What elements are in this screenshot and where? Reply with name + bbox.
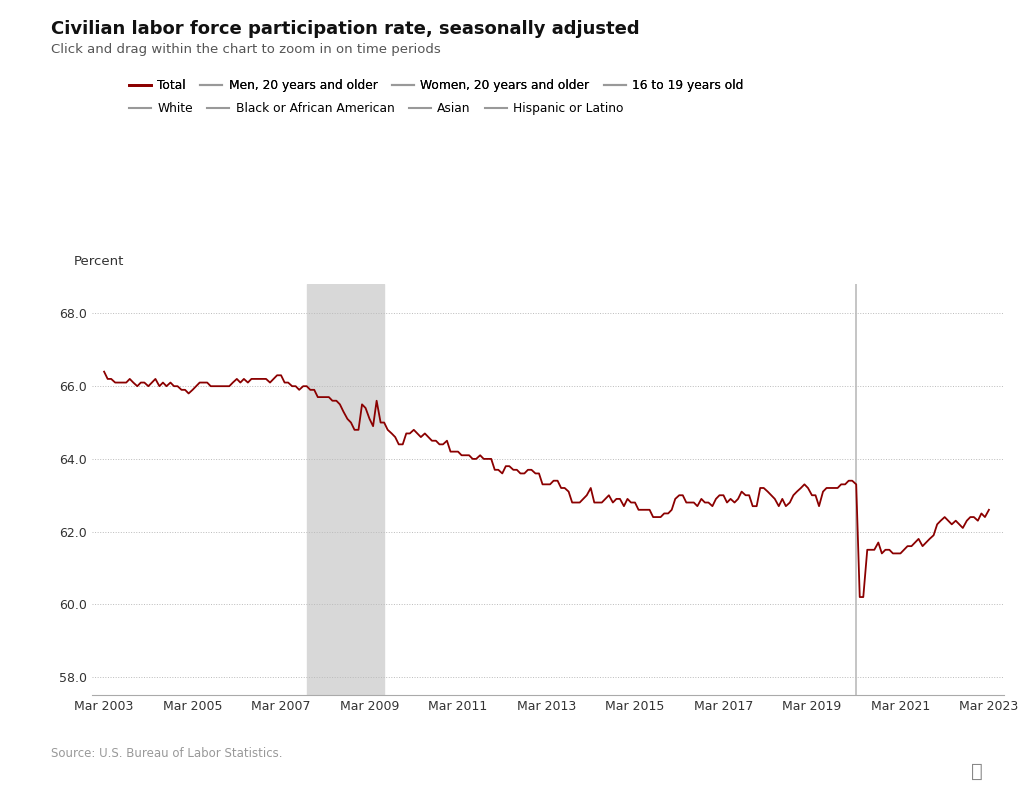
Legend: White, Black or African American, Asian, Hispanic or Latino: White, Black or African American, Asian,…: [129, 103, 624, 115]
Legend: Total, Men, 20 years and older, Women, 20 years and older, 16 to 19 years old: Total, Men, 20 years and older, Women, 2…: [129, 79, 743, 92]
Bar: [307, 284, 384, 695]
Text: ⤓: ⤓: [972, 762, 983, 781]
Text: Percent: Percent: [74, 255, 124, 268]
Text: Civilian labor force participation rate, seasonally adjusted: Civilian labor force participation rate,…: [51, 20, 640, 38]
Text: Click and drag within the chart to zoom in on time periods: Click and drag within the chart to zoom …: [51, 43, 441, 56]
Text: Source: U.S. Bureau of Labor Statistics.: Source: U.S. Bureau of Labor Statistics.: [51, 747, 283, 759]
